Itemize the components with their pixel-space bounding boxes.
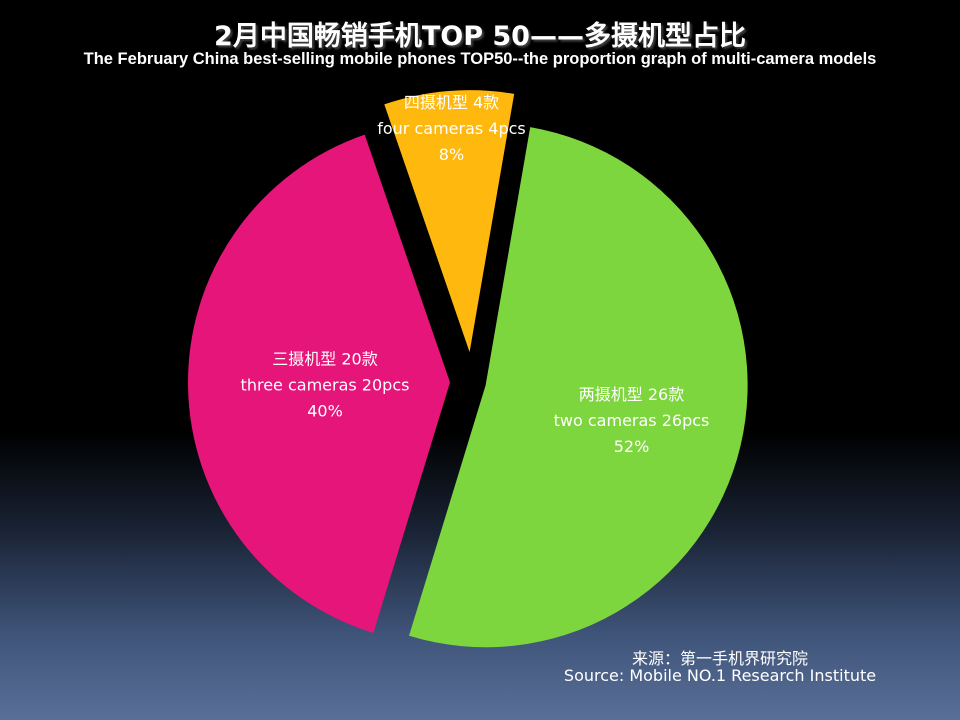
pie-slice-two-cameras — [409, 127, 748, 648]
chart-title: 2月中国畅销手机TOP 50——多摄机型占比 — [214, 21, 746, 52]
source-cn: 来源：第一手机界研究院 — [631, 649, 808, 668]
slice-label-en-two-cameras: two cameras 26pcs — [554, 411, 710, 430]
slice-label-cn-three-cameras: 三摄机型 20款 — [272, 350, 377, 369]
pie-slice-four-cameras — [384, 90, 515, 353]
slice-label-en-four-cameras: four cameras 4pcs — [377, 119, 526, 138]
chart-subtitle: The February China best-selling mobile p… — [83, 50, 877, 68]
slice-percent-three-cameras: 40% — [307, 402, 343, 421]
slice-percent-four-cameras: 8% — [439, 145, 464, 164]
slice-label-en-three-cameras: three cameras 20pcs — [241, 376, 410, 395]
slice-label-cn-two-cameras: 两摄机型 26款 — [579, 385, 684, 404]
slice-percent-two-cameras: 52% — [614, 437, 650, 456]
slice-label-cn-four-cameras: 四摄机型 4款 — [404, 93, 499, 112]
source-en: Source: Mobile NO.1 Research Institute — [563, 666, 877, 685]
pie-slice-three-cameras — [187, 134, 450, 633]
